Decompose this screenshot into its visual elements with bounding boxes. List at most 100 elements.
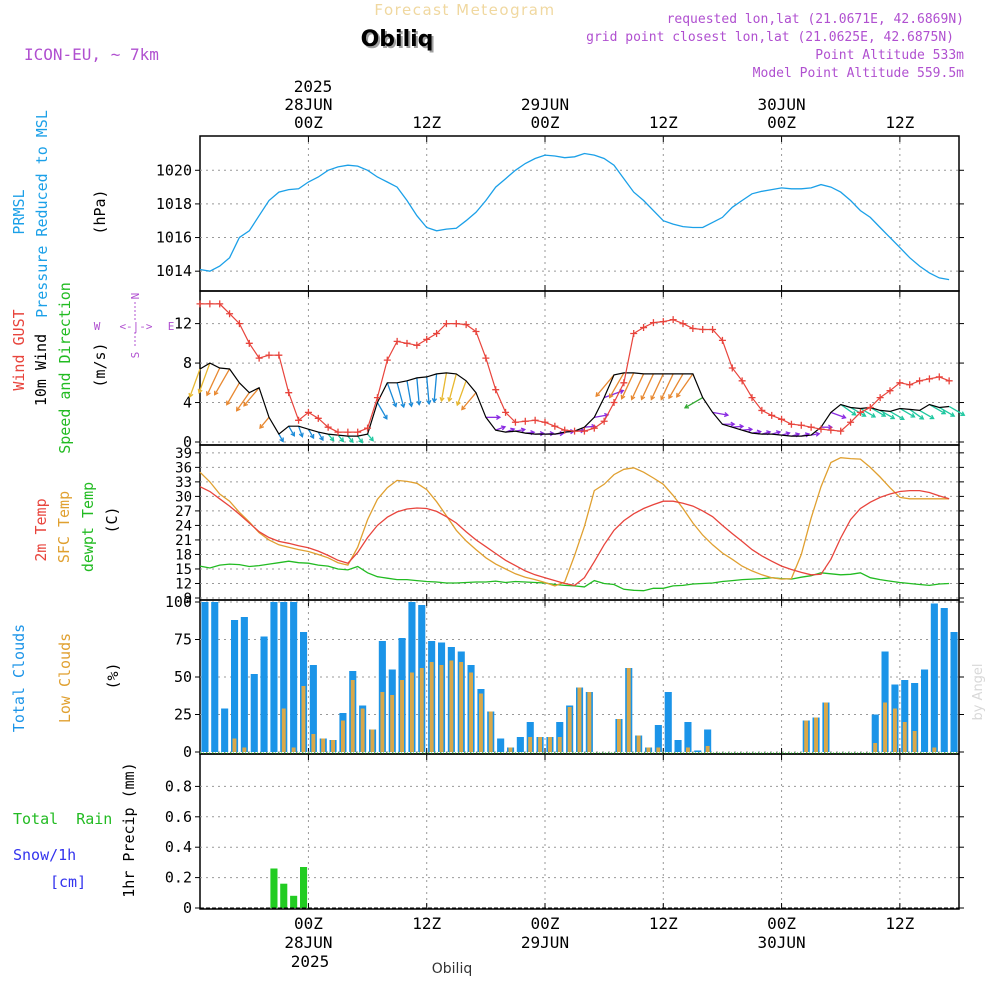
rain-bar bbox=[270, 868, 278, 908]
low-cloud-bar bbox=[932, 747, 937, 752]
low-cloud-bar bbox=[636, 735, 641, 752]
total-cloud-bar bbox=[654, 725, 662, 752]
wind-gust-marker bbox=[285, 389, 293, 397]
wind-direction-arrow bbox=[712, 411, 729, 416]
temp-dew-label: dewpt Temp bbox=[79, 482, 97, 572]
low-cloud-bar bbox=[902, 722, 907, 752]
wind-direction-arrow bbox=[899, 407, 915, 418]
wind-direction-arrow bbox=[595, 374, 615, 397]
footer-station: Obiliq bbox=[432, 961, 472, 977]
wind-direction-arrow bbox=[811, 433, 820, 436]
station-name-shadow: Obiliq bbox=[363, 29, 436, 54]
wind-arrow-head bbox=[520, 427, 527, 433]
wind-gust-marker bbox=[245, 339, 253, 347]
top-time-tick-label: 12Z bbox=[885, 113, 914, 132]
low-cloud-bar bbox=[400, 680, 404, 752]
rain-bar bbox=[300, 867, 308, 908]
wind-gust-marker bbox=[709, 326, 717, 334]
wind-arrow-head bbox=[348, 438, 354, 444]
wind-direction-arrow bbox=[650, 373, 664, 400]
total-cloud-bar bbox=[940, 608, 948, 752]
compass-arrow: <-|-> bbox=[119, 320, 152, 333]
wind-arrow-head bbox=[392, 402, 398, 408]
wind-gust-marker bbox=[610, 399, 618, 407]
wind-direction-arrow bbox=[732, 425, 744, 428]
wind-gust-marker bbox=[847, 418, 855, 426]
bottom-date-label: 29JUN bbox=[521, 933, 569, 952]
total-cloud-bar bbox=[921, 669, 929, 752]
wind-arrow-head bbox=[683, 403, 690, 409]
low-cloud-bar bbox=[804, 720, 809, 752]
grid-lines bbox=[200, 136, 959, 909]
wind-arrow-head bbox=[941, 409, 947, 415]
pressure-unit: (hPa) bbox=[91, 189, 109, 234]
wind-arrow-head bbox=[358, 438, 364, 444]
wind-direction-arrow bbox=[243, 387, 260, 407]
wind-gust-marker bbox=[896, 379, 904, 387]
wind-gust-marker bbox=[807, 423, 815, 431]
wind-arrow-head bbox=[243, 401, 249, 407]
pressure-line bbox=[199, 152, 950, 281]
total-cloud-bar bbox=[231, 620, 239, 752]
wind-direction-arrow bbox=[206, 367, 221, 396]
wind-direction-arrow bbox=[433, 373, 438, 402]
y-tick-label: 30 bbox=[175, 489, 192, 505]
wind-direction-arrow bbox=[214, 368, 231, 396]
wind-arrow-head bbox=[861, 412, 867, 417]
wind-gust-marker bbox=[462, 321, 470, 329]
total-cloud-bar bbox=[664, 692, 672, 752]
wind-direction-arrow bbox=[609, 372, 625, 398]
y-tick-label: 4 bbox=[183, 394, 192, 412]
wind-gust-marker bbox=[403, 339, 411, 347]
wind-direction-arrow bbox=[840, 403, 856, 416]
wind-gust-marker bbox=[876, 394, 884, 402]
low-cloud-bar bbox=[291, 747, 296, 752]
compass-rose: W <-|-> E N S bbox=[94, 293, 175, 359]
wind-arrow-head bbox=[426, 400, 432, 406]
wind-arrow-head bbox=[500, 425, 507, 431]
wind-speed-dir-label: Speed and Direction bbox=[56, 282, 74, 454]
pressure-panel-frame bbox=[199, 135, 960, 292]
total-cloud-bar bbox=[211, 602, 219, 752]
wind-arrow-head bbox=[279, 437, 284, 443]
wind-arrow-head bbox=[188, 392, 194, 399]
gridpoint-coords: grid point closest lon,lat (21.0625E, 42… bbox=[586, 30, 954, 45]
low-cloud-bar bbox=[311, 734, 316, 752]
y-tick-label: 9 bbox=[184, 591, 192, 607]
wind-gust-marker bbox=[521, 417, 529, 425]
wind-unit: (m/s) bbox=[91, 342, 109, 387]
wind-arrow-head bbox=[775, 430, 782, 436]
wind-arrow-head bbox=[620, 394, 626, 400]
wind-arrow-head bbox=[298, 432, 304, 438]
wind-gust-marker bbox=[817, 425, 825, 433]
total-cloud-bar bbox=[260, 636, 268, 752]
wind-arrow-head bbox=[309, 433, 315, 440]
top-time-tick-label: 12Z bbox=[412, 113, 441, 132]
wind-direction-arrow bbox=[278, 433, 284, 442]
wind-direction-arrow bbox=[376, 402, 388, 420]
wind-arrow-head bbox=[748, 426, 754, 433]
wind-arrow-head bbox=[960, 411, 966, 416]
wind-direction-arrow bbox=[660, 373, 674, 400]
wind-arrow-head bbox=[235, 406, 241, 412]
wind-arrow-head bbox=[899, 415, 905, 421]
wind-direction-arrow bbox=[948, 405, 965, 416]
wind-gust-marker bbox=[265, 351, 273, 359]
wind-direction-arrow bbox=[640, 373, 655, 400]
wind-gust-marker bbox=[373, 394, 381, 402]
low-cloud-bar bbox=[577, 687, 582, 752]
pressure-label-1: PRMSL bbox=[10, 189, 28, 234]
wind-gust-marker bbox=[718, 336, 726, 344]
wind-direction-arrow bbox=[367, 433, 374, 442]
total-cloud-bar bbox=[250, 674, 258, 752]
total-cloud-bar bbox=[901, 680, 909, 752]
bottom-date-label: 28JUN bbox=[284, 933, 332, 952]
y-tick-label: 1018 bbox=[156, 195, 192, 213]
y-tick-label: 75 bbox=[174, 631, 192, 649]
low-cloud-bar bbox=[410, 672, 414, 752]
wind-direction-arrow bbox=[742, 428, 753, 431]
wind-gust-marker bbox=[354, 428, 362, 436]
total-cloud-bar bbox=[881, 651, 889, 752]
wind-arrow-head bbox=[205, 391, 211, 397]
low-cloud-bar bbox=[646, 747, 651, 752]
